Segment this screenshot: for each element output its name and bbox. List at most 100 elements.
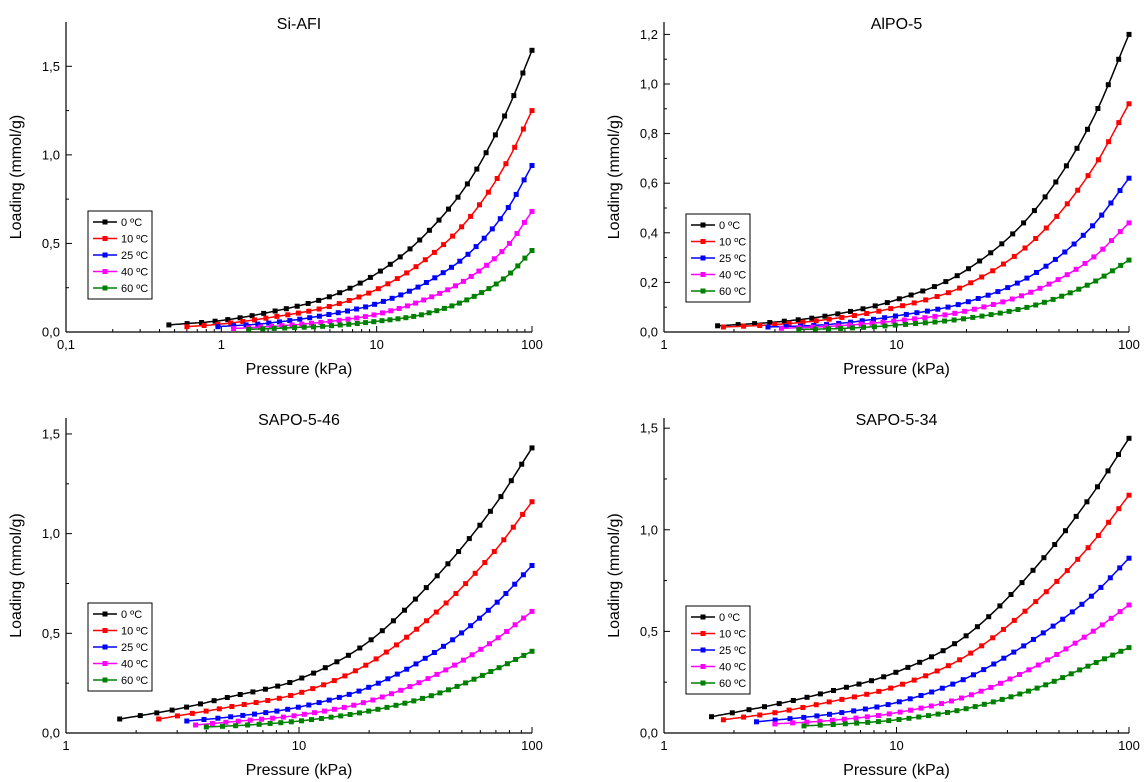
- data-point: [370, 697, 376, 703]
- data-point: [817, 718, 823, 724]
- data-point: [849, 325, 855, 331]
- data-point: [812, 326, 818, 332]
- data-point: [420, 695, 425, 701]
- data-point: [331, 706, 337, 712]
- y-tick-label: 1,0: [42, 147, 60, 162]
- data-point: [294, 303, 300, 309]
- legend-swatch-marker: [102, 219, 108, 225]
- data-point: [893, 313, 898, 319]
- data-point: [477, 615, 482, 621]
- data-point: [800, 705, 806, 710]
- data-point: [362, 314, 368, 320]
- series-0c: [117, 445, 535, 722]
- data-point: [835, 311, 841, 317]
- data-point: [1021, 220, 1027, 226]
- y-tick-label: 1,2: [640, 27, 658, 42]
- y-tick-label: 1,5: [42, 426, 60, 441]
- data-point: [817, 722, 823, 728]
- data-point: [949, 698, 954, 704]
- data-point: [489, 226, 495, 232]
- y-tick-label: 0,0: [42, 726, 60, 741]
- data-point: [337, 322, 343, 328]
- data-point: [854, 720, 860, 726]
- data-point: [422, 655, 428, 661]
- data-point: [422, 257, 428, 263]
- data-point: [1099, 622, 1105, 628]
- data-point: [934, 668, 940, 674]
- data-point: [261, 310, 267, 316]
- data-point: [1040, 630, 1046, 636]
- data-point: [871, 324, 877, 330]
- legend-label: 60 ºC: [121, 283, 148, 295]
- data-point: [373, 656, 379, 662]
- data-point: [321, 682, 327, 688]
- data-point: [336, 694, 342, 700]
- data-point: [507, 240, 512, 246]
- data-point: [416, 680, 422, 686]
- data-point: [347, 712, 353, 717]
- data-point: [357, 645, 363, 651]
- data-point: [398, 687, 404, 693]
- data-point: [1109, 238, 1114, 244]
- chart-si-afi: 0,1 1 10 100 0,0 0,5 1,0 1,5 Pressure (kPa) Loadi…: [8, 16, 543, 378]
- data-point: [875, 719, 881, 725]
- data-point: [520, 511, 526, 517]
- y-tick-label: 0,6: [640, 176, 658, 191]
- legend-swatch-marker: [700, 647, 706, 653]
- data-point: [1095, 157, 1101, 163]
- data-point: [263, 315, 269, 321]
- data-point: [375, 286, 381, 292]
- series-60c: [203, 648, 535, 730]
- data-point: [169, 707, 175, 713]
- data-point: [241, 702, 247, 707]
- legend-swatch-marker: [700, 272, 706, 277]
- data-point: [851, 313, 857, 318]
- series-line: [756, 557, 1130, 723]
- data-point: [884, 300, 890, 306]
- data-point: [838, 326, 844, 331]
- data-point: [225, 317, 231, 323]
- series-line: [186, 564, 533, 722]
- data-point: [885, 702, 891, 708]
- data-point: [1063, 646, 1069, 652]
- data-point: [512, 622, 518, 628]
- data-point: [199, 320, 205, 325]
- legend-label: 0 ºC: [121, 609, 142, 621]
- data-point: [1060, 675, 1066, 681]
- legend-label: 60 ºC: [121, 675, 148, 687]
- data-point: [896, 717, 902, 722]
- data-point: [356, 294, 362, 300]
- data-point: [851, 708, 857, 714]
- data-point: [1116, 120, 1122, 126]
- data-point: [309, 320, 314, 326]
- data-point: [1024, 275, 1030, 281]
- data-point: [772, 717, 778, 723]
- data-point: [450, 233, 456, 239]
- data-point: [968, 280, 974, 286]
- data-point: [529, 47, 535, 53]
- data-point: [184, 321, 190, 327]
- data-point: [1033, 236, 1039, 241]
- data-point: [1069, 609, 1075, 615]
- data-point: [1033, 302, 1039, 308]
- data-point: [450, 637, 456, 643]
- data-point: [485, 189, 491, 195]
- x-tick-label: 100: [1118, 337, 1140, 352]
- data-point: [911, 677, 917, 683]
- data-point: [720, 717, 726, 723]
- data-point: [453, 283, 458, 289]
- data-point: [445, 561, 451, 567]
- data-point: [900, 681, 905, 687]
- data-point: [757, 712, 763, 718]
- data-point: [383, 649, 389, 655]
- data-point: [272, 308, 278, 314]
- data-point: [512, 581, 518, 587]
- x-tick-label: 1: [62, 738, 69, 753]
- data-point: [1093, 660, 1099, 665]
- data-point: [869, 678, 874, 684]
- series-line: [158, 501, 533, 720]
- data-point: [521, 652, 527, 658]
- series-line: [723, 494, 1130, 721]
- data-point: [858, 321, 864, 327]
